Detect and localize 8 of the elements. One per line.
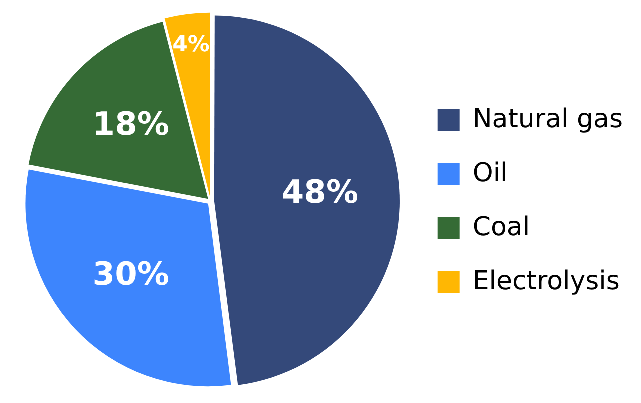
legend-label: Electrolysis (472, 266, 620, 296)
data-label: 30% (92, 254, 170, 293)
data-label: 4% (172, 32, 210, 58)
data-label: 48% (282, 172, 359, 211)
data-label: 18% (92, 104, 170, 143)
legend-label: Oil (472, 158, 508, 188)
legend-label: Coal (472, 212, 530, 242)
legend-label: Natural gas (472, 104, 624, 134)
